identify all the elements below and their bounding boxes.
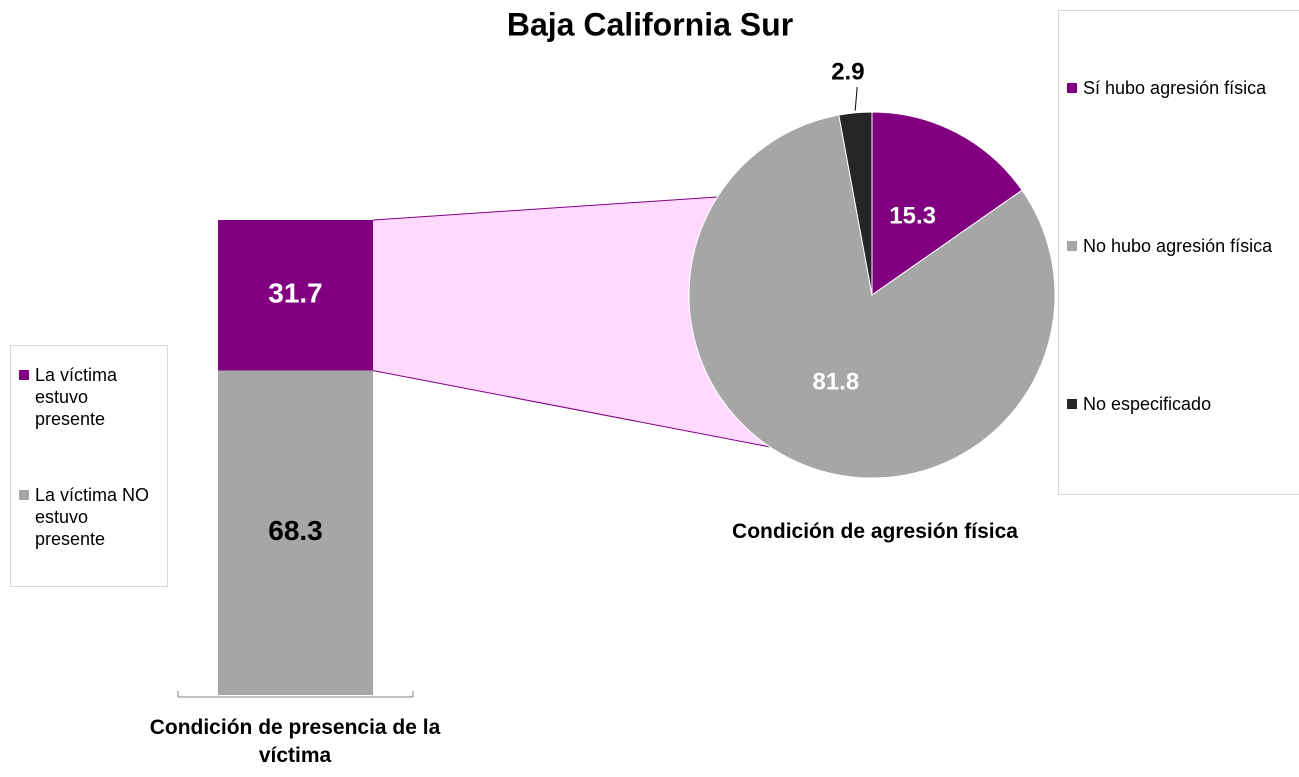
data-label: 15.3 bbox=[889, 202, 936, 229]
bar-segment bbox=[218, 220, 373, 371]
chart-title: Baja California Sur bbox=[507, 6, 793, 42]
data-label: 68.3 bbox=[268, 515, 323, 546]
x-tick-label: Condición de presencia de la víctima bbox=[149, 716, 441, 767]
legend-entry: La víctima NO estuvo presente bbox=[19, 484, 155, 550]
connector-line bbox=[372, 196, 718, 221]
legend-left: La víctima estuvo presente La víctima NO … bbox=[10, 345, 168, 587]
data-label: 31.7 bbox=[268, 278, 323, 309]
legend-entry: No especificado bbox=[1067, 393, 1299, 415]
connector-area bbox=[373, 196, 771, 447]
pie-title: Condición de agresión física bbox=[732, 520, 1018, 543]
legend-label: No hubo agresión física bbox=[1083, 236, 1273, 256]
legend-swatch bbox=[1067, 83, 1077, 93]
legend-swatch bbox=[19, 490, 29, 500]
leader-line bbox=[854, 86, 858, 111]
bar-segment bbox=[218, 370, 373, 695]
pie-slice bbox=[871, 111, 1023, 296]
legend-entry: Sí hubo agresión física bbox=[1067, 77, 1299, 99]
connector-line bbox=[372, 370, 771, 448]
legend-swatch bbox=[19, 370, 29, 380]
legend-label: La víctima estuvo presente bbox=[35, 365, 118, 429]
legend-swatch bbox=[1067, 399, 1077, 409]
pie-slice bbox=[838, 111, 873, 296]
legend-entry: No hubo agresión física bbox=[1067, 235, 1299, 257]
legend-swatch bbox=[1067, 241, 1077, 251]
legend-label: No especificado bbox=[1083, 394, 1212, 414]
legend-right: Sí hubo agresión física No hubo agresión … bbox=[1058, 10, 1299, 495]
pie-slice bbox=[688, 114, 1056, 479]
legend-entry: La víctima estuvo presente bbox=[19, 364, 155, 430]
legend-label: Sí hubo agresión física bbox=[1083, 78, 1267, 98]
data-label: 81.8 bbox=[813, 368, 860, 395]
data-label: 2.9 bbox=[831, 58, 864, 85]
legend-label: La víctima NO estuvo presente bbox=[35, 485, 150, 549]
